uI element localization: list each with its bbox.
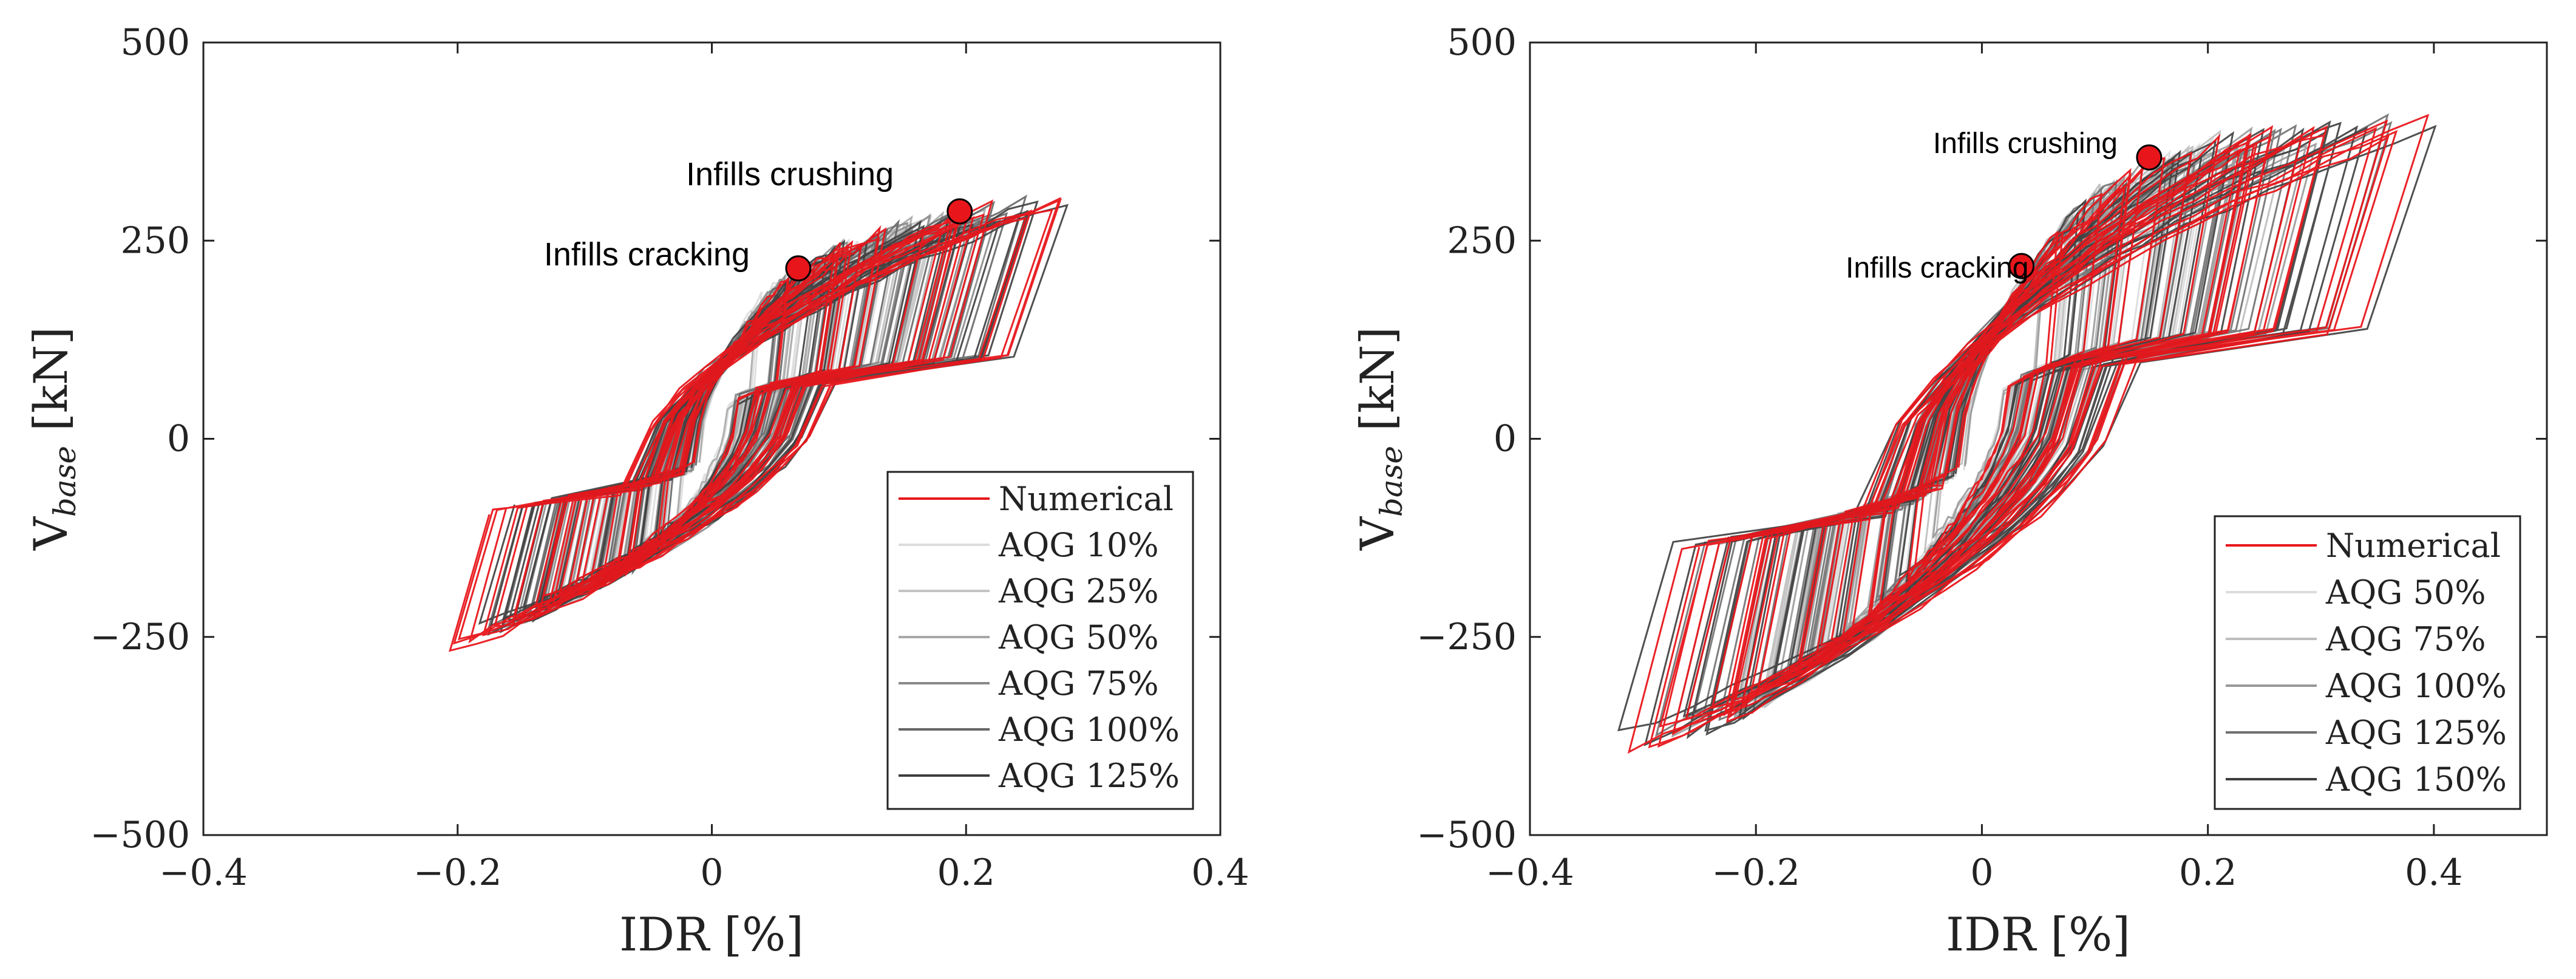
y-tick-label: 250 — [120, 219, 190, 262]
x-tick-label: 0.4 — [1191, 851, 1249, 894]
y-tick-label: 0 — [1494, 418, 1517, 460]
tick-labels: −0.4 −0.2 0 0.2 0.4 −500 −250 0 250 500 — [90, 21, 1249, 894]
cracking-marker — [2008, 253, 2035, 279]
y-tick-label: 500 — [1447, 21, 1517, 64]
series-numerical — [1627, 114, 2430, 754]
x-tick-label: −0.2 — [1711, 851, 1800, 894]
x-tick-label: 0.2 — [937, 851, 995, 894]
y-tick-label: −500 — [1416, 814, 1517, 856]
annotation-crushing: Infills crushing — [1933, 128, 2118, 160]
chart-left: −0.4 −0.2 0 0.2 0.4 −500 −250 0 250 500 … — [24, 21, 1249, 961]
x-tick-label: −0.4 — [159, 851, 248, 894]
y-axis-label: Vbase [kN] — [24, 327, 83, 551]
x-tick-label: 0.2 — [2179, 851, 2237, 894]
legend: Numerical AQG 50% AQG 75% AQG 100% AQG 1… — [2214, 515, 2521, 810]
annotation-cracking: Infills cracking — [1846, 252, 2028, 284]
x-tick-label: 0 — [1970, 851, 1993, 894]
legend-box — [2214, 515, 2521, 810]
cracking-marker — [785, 255, 812, 282]
legend-label: AQG 150% — [2325, 760, 2507, 799]
legend-label: AQG 25% — [998, 572, 1159, 610]
legend-label: AQG 100% — [2325, 667, 2507, 705]
chart-right: −0.4 −0.2 0 0.2 0.4 −500 −250 0 250 500 … — [1350, 21, 2548, 961]
legend-label: Numerical — [2326, 527, 2501, 565]
hysteresis-curves — [449, 194, 1069, 652]
annotations: Infills cracking Infills crushing — [1846, 128, 2163, 284]
tick-labels: −0.4 −0.2 0 0.2 0.4 −500 −250 0 250 500 — [1416, 21, 2462, 894]
crushing-marker — [946, 198, 973, 225]
y-tick-label: −250 — [1416, 616, 1517, 658]
legend-label: AQG 10% — [998, 526, 1159, 564]
annotations: Infills cracking Infills crushing — [544, 156, 973, 282]
legend-label: AQG 100% — [998, 711, 1180, 749]
legend-label: AQG 75% — [2325, 620, 2486, 658]
hysteresis-curves — [1617, 113, 2437, 754]
y-tick-label: 500 — [120, 21, 190, 64]
legend-label: AQG 50% — [2325, 573, 2486, 612]
x-tick-label: 0 — [700, 851, 723, 894]
legend-label: AQG 50% — [998, 618, 1159, 657]
crushing-marker — [2136, 144, 2163, 171]
legend-box — [886, 471, 1194, 810]
x-tick-label: 0.4 — [2405, 851, 2462, 894]
y-tick-label: −500 — [90, 814, 190, 856]
y-tick-label: −250 — [90, 616, 190, 658]
y-axis-label: Vbase [kN] — [1350, 327, 1409, 551]
annotation-crushing: Infills crushing — [686, 156, 894, 193]
legend: Numerical AQG 10% AQG 25% AQG 50% AQG 75… — [886, 471, 1194, 810]
x-tick-label: −0.4 — [1486, 851, 1574, 894]
series-numerical — [449, 197, 1062, 652]
tick-marks — [1529, 41, 2547, 836]
x-tick-label: −0.2 — [413, 851, 502, 894]
legend-label: AQG 75% — [998, 664, 1159, 703]
x-axis-label: IDR [%] — [1946, 907, 2130, 961]
y-tick-label: 0 — [167, 418, 190, 460]
legend-label: AQG 125% — [2325, 714, 2507, 752]
legend-label: AQG 125% — [998, 757, 1180, 795]
legend-label: Numerical — [999, 480, 1174, 518]
y-tick-label: 250 — [1447, 219, 1517, 262]
tick-marks — [202, 41, 1222, 836]
annotation-cracking: Infills cracking — [544, 236, 750, 273]
x-axis-label: IDR [%] — [619, 907, 804, 961]
